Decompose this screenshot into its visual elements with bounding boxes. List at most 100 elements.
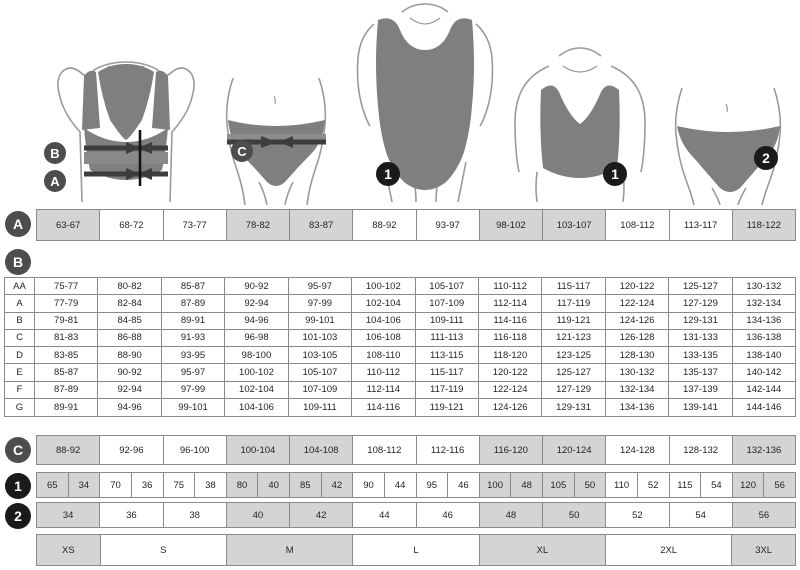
row-B-cell: 114-116 xyxy=(479,312,543,329)
row-label-C: C xyxy=(5,437,31,463)
row-B-cell: 105-107 xyxy=(416,278,479,295)
row-2-cell: 40 xyxy=(226,503,290,527)
row-B-cell: 77-79 xyxy=(35,295,99,312)
row-B-cell: 107-109 xyxy=(289,381,353,398)
row-B-cell: 81-83 xyxy=(35,329,99,346)
row-B-cell: 89-91 xyxy=(35,398,99,416)
bikini-top-garment xyxy=(540,85,620,178)
row-C-cell: 104-108 xyxy=(290,436,354,464)
table-row: G 89-91 94-96 99-101 104-106 109-111 114-116 11… xyxy=(5,398,795,416)
row-B-cell: 100-102 xyxy=(225,364,289,381)
row-1-cell: 105 xyxy=(543,473,575,497)
row-C-cell: 112-116 xyxy=(416,436,480,464)
cup-size-label: A xyxy=(5,295,35,312)
row-B-cell: 111-113 xyxy=(416,329,479,346)
row-1-cell: 54 xyxy=(701,473,733,497)
row-1-cell: 52 xyxy=(637,473,670,497)
row-C-cell: 132-136 xyxy=(732,436,795,464)
row-B-cell: 88-90 xyxy=(98,347,162,364)
row-B-table: AA 75-77 80-82 85-87 90-92 95-97 100-102 105-10… xyxy=(4,277,796,417)
row-B-cell: 119-121 xyxy=(416,398,479,416)
row-C-cell: 88-92 xyxy=(37,436,101,464)
row-A-cell: 83-87 xyxy=(290,210,354,240)
row-B-cell: 127-129 xyxy=(669,295,733,312)
size-band-cell: XL xyxy=(479,535,606,565)
cup-size-label: C xyxy=(5,329,35,346)
cup-size-label: AA xyxy=(5,278,35,295)
row-1-cell: 100 xyxy=(479,473,512,497)
size-band: XS S M L XL 2XL 3XL xyxy=(36,534,796,566)
row-1-cell: 90 xyxy=(353,473,385,497)
row-1-cell: 36 xyxy=(131,473,164,497)
row-B-cell: 79-81 xyxy=(35,312,99,329)
row-B-cell: 117-119 xyxy=(416,381,479,398)
table-row: D 83-85 88-90 93-95 98-100 103-105 108-110 113-… xyxy=(5,347,795,365)
row-B-cell: 92-94 xyxy=(225,295,289,312)
row-B-cell: 109-111 xyxy=(289,398,353,416)
row-B-cell: 95-97 xyxy=(289,278,353,295)
row-A-cell: 73-77 xyxy=(163,210,227,240)
size-band-cell: 2XL xyxy=(605,535,733,565)
row-B-cell: 90-92 xyxy=(98,364,162,381)
row-label-1: 1 xyxy=(5,473,31,499)
row-B-cell: 121-123 xyxy=(542,329,606,346)
row-B-cell: 80-82 xyxy=(98,278,162,295)
row-B-cell: 98-100 xyxy=(225,347,289,364)
row-B-cell: 84-85 xyxy=(98,312,162,329)
row-B-cell: 115-117 xyxy=(542,278,606,295)
row-A-cell: 118-122 xyxy=(732,210,795,240)
row-2-cell: 46 xyxy=(416,503,480,527)
row-1-cell: 50 xyxy=(574,473,607,497)
row-B-cell: 94-96 xyxy=(225,312,289,329)
row-2-cell: 44 xyxy=(353,503,417,527)
row-label-2: 2 xyxy=(5,503,31,529)
row-B-cell: 110-112 xyxy=(479,278,543,295)
row-B-cell: 104-106 xyxy=(225,398,289,416)
row-B-cell: 133-135 xyxy=(669,347,733,364)
row-1-cell: 70 xyxy=(100,473,132,497)
row-B-cell: 129-131 xyxy=(669,312,733,329)
row-label-B: B xyxy=(5,249,31,275)
row-B-cell: 132-134 xyxy=(606,381,670,398)
row-B-cell: 110-112 xyxy=(352,364,416,381)
row-1-cell: 75 xyxy=(163,473,196,497)
row-B-cell: 117-119 xyxy=(542,295,606,312)
cup-size-label: G xyxy=(5,398,35,416)
row-1-cell: 110 xyxy=(606,473,638,497)
illustration-panel: B A C xyxy=(0,0,800,205)
row-B-cell: 144-146 xyxy=(746,401,782,413)
row-1-cell: 34 xyxy=(68,473,101,497)
row-B-cell: 108-110 xyxy=(352,347,416,364)
row-1-cell: 40 xyxy=(258,473,290,497)
row-1-cell: 56 xyxy=(764,473,795,497)
table-row: F 87-89 92-94 97-99 102-104 107-109 112-114 117… xyxy=(5,381,795,399)
cup-size-label: F xyxy=(5,381,35,398)
row-B-cell: 96-98 xyxy=(225,329,289,346)
row-1-cell: 80 xyxy=(226,473,259,497)
row-A-cell: 103-107 xyxy=(543,210,607,240)
row-B-cell: 90-92 xyxy=(225,278,289,295)
row-2-cell: 50 xyxy=(543,503,607,527)
row-B-cell: 125-127 xyxy=(542,364,606,381)
row-A-cell: 108-112 xyxy=(606,210,670,240)
row-A-cell: 93-97 xyxy=(416,210,480,240)
size-band-cell: XS xyxy=(37,535,101,565)
row-B-cell: 99-101 xyxy=(162,398,226,416)
row-A-cell: 68-72 xyxy=(100,210,164,240)
row-1-cell: 48 xyxy=(511,473,543,497)
row-B-cell: 124-126 xyxy=(606,312,670,329)
row-A-cell: 98-102 xyxy=(479,210,543,240)
row-B-cell: 122-124 xyxy=(606,295,670,312)
row-label-A: A xyxy=(5,211,31,237)
row-B-cell: 118-120 xyxy=(479,347,543,364)
table-row: AA 75-77 80-82 85-87 90-92 95-97 100-102 105-10… xyxy=(5,278,795,296)
table-row: C 81-83 86-88 91-93 96-98 101-103 106-108 111-1… xyxy=(5,329,795,347)
size-band-cell: S xyxy=(100,535,227,565)
row-2-cell: 42 xyxy=(290,503,354,527)
row-B-cell: 89-91 xyxy=(162,312,226,329)
row-B-cell: 103-105 xyxy=(289,347,353,364)
row-B-cell: 116-118 xyxy=(479,329,543,346)
row-C-cell: 92-96 xyxy=(100,436,164,464)
row-B-cell: 106-108 xyxy=(352,329,416,346)
row-1-cell: 46 xyxy=(448,473,480,497)
